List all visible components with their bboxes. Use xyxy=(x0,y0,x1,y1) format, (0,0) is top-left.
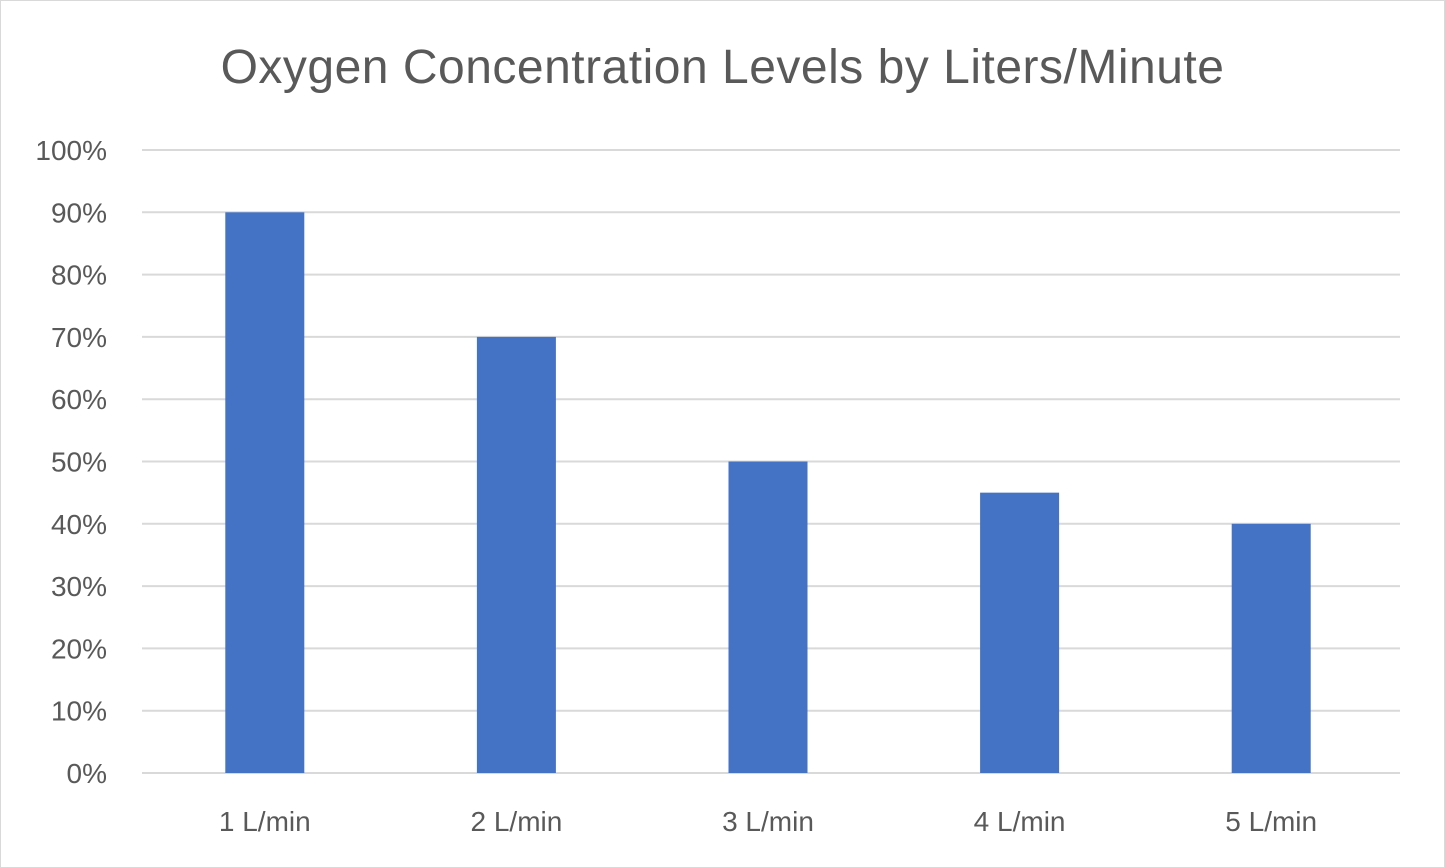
x-tick-label: 4 L/min xyxy=(974,806,1066,837)
y-tick-label: 0% xyxy=(67,758,107,789)
bar xyxy=(728,461,808,773)
x-tick-label: 1 L/min xyxy=(219,806,311,837)
x-tick-label: 3 L/min xyxy=(722,806,814,837)
y-tick-label: 40% xyxy=(51,509,107,540)
y-tick-label: 80% xyxy=(51,260,107,291)
x-tick-label: 5 L/min xyxy=(1225,806,1317,837)
y-tick-label: 70% xyxy=(51,322,107,353)
bar xyxy=(476,336,556,773)
y-tick-label: 90% xyxy=(51,197,107,228)
y-tick-label: 50% xyxy=(51,447,107,478)
chart-title: Oxygen Concentration Levels by Liters/Mi… xyxy=(220,41,1225,94)
y-tick-label: 20% xyxy=(51,633,107,664)
bar xyxy=(980,492,1060,773)
y-tick-label: 100% xyxy=(35,135,107,166)
x-tick-label: 2 L/min xyxy=(470,806,562,837)
y-tick-label: 60% xyxy=(51,384,107,415)
bar xyxy=(225,212,305,774)
y-axis-tick-labels: 0% 10% 20% 30% 40% 50% 60% 70% 80% 90% 100% xyxy=(35,135,107,789)
y-tick-label: 10% xyxy=(51,696,107,727)
y-tick-label: 30% xyxy=(51,571,107,602)
bar xyxy=(1231,523,1311,773)
x-axis-tick-labels: 1 L/min 2 L/min 3 L/min 4 L/min 5 L/min xyxy=(219,806,1317,837)
bars xyxy=(225,212,1311,774)
